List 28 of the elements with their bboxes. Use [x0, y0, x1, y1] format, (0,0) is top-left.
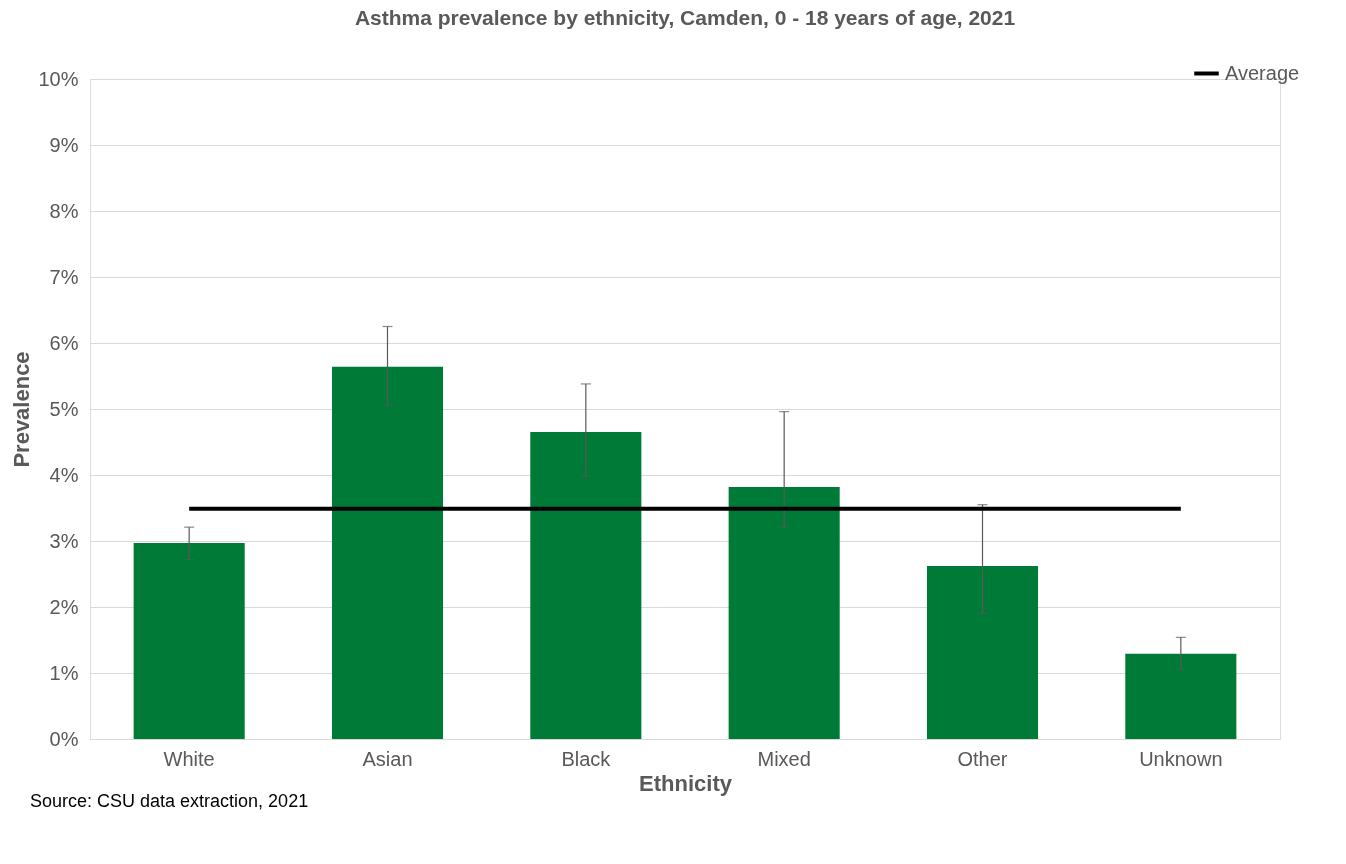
x-tick-label: Unknown [1139, 747, 1223, 770]
source-note: Source: CSU data extraction, 2021 [30, 791, 309, 811]
legend-label: Average [1225, 61, 1300, 84]
y-tick-label: 5% [49, 397, 79, 420]
y-tick-label: 9% [49, 133, 79, 156]
y-tick-label: 6% [49, 331, 79, 354]
y-tick-label: 2% [49, 595, 79, 618]
bar [1125, 653, 1237, 739]
x-tick-label: White [163, 747, 215, 770]
y-axis-title: Prevalence [9, 351, 35, 468]
y-tick-label: 3% [49, 529, 79, 552]
y-tick-label: 4% [49, 463, 79, 486]
x-tick-label: Black [561, 747, 612, 770]
chart-title: Asthma prevalence by ethnicity, Camden, 0 - 18 years of age, 2021 [354, 6, 1016, 29]
bar [133, 542, 245, 739]
bar [331, 366, 444, 739]
x-tick-label: Mixed [757, 747, 811, 770]
bar [530, 432, 642, 739]
bar [926, 566, 1039, 739]
bar [728, 486, 840, 739]
y-tick-label: 1% [49, 661, 79, 684]
y-tick-label: 8% [49, 199, 79, 222]
x-axis-title: Ethnicity [639, 770, 733, 796]
y-tick-label: 7% [49, 265, 79, 288]
y-tick-label: 10% [38, 67, 79, 90]
x-tick-label: Other [957, 747, 1008, 770]
y-tick-label: 0% [49, 727, 79, 750]
x-tick-label: Asian [362, 747, 413, 770]
